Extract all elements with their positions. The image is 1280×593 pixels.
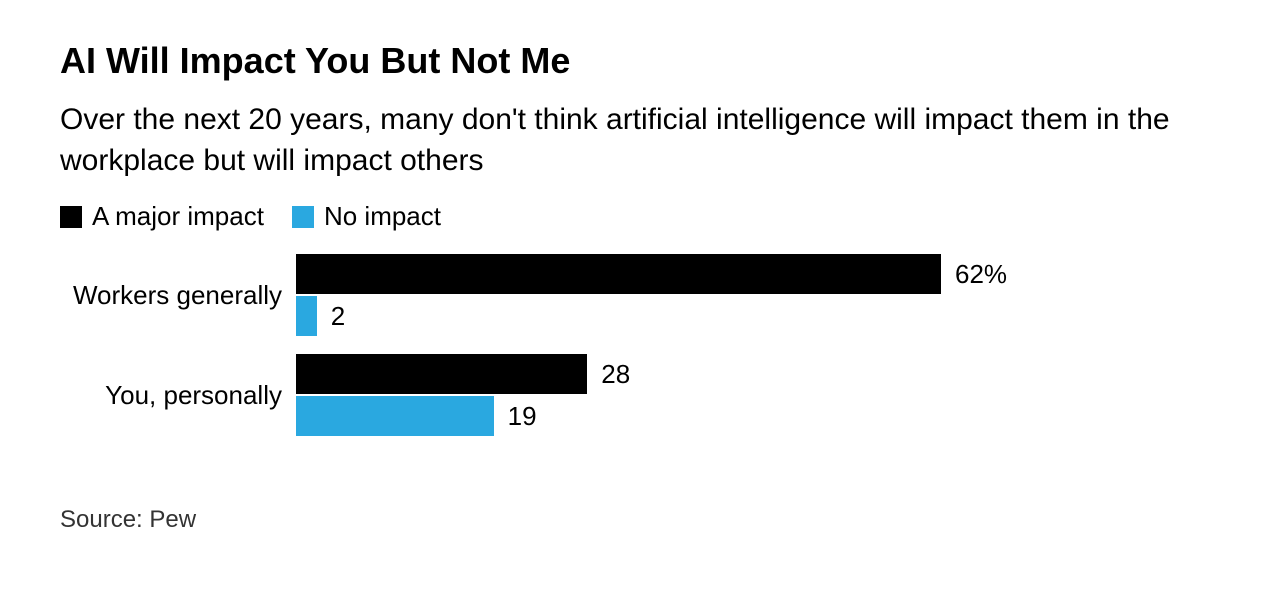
chart-title: AI Will Impact You But Not Me — [60, 40, 1220, 82]
bar-value: 2 — [331, 301, 345, 332]
legend-item-major-impact: A major impact — [60, 201, 264, 232]
bar-value: 19 — [508, 401, 537, 432]
source-text: Source: Pew — [60, 506, 1220, 534]
bar-row: 28 — [296, 354, 630, 394]
category-label: Workers generally — [60, 280, 296, 311]
bar-chart: Workers generally 62% 2 You, personally … — [60, 254, 1220, 436]
bar-major-impact — [296, 354, 587, 394]
bar-value: 28 — [601, 359, 630, 390]
bar-row: 19 — [296, 396, 630, 436]
legend: A major impact No impact — [60, 201, 1220, 232]
legend-swatch-icon — [60, 206, 82, 228]
bar-row: 62% — [296, 254, 1007, 294]
legend-item-no-impact: No impact — [292, 201, 441, 232]
legend-swatch-icon — [292, 206, 314, 228]
bar-no-impact — [296, 396, 494, 436]
legend-label: No impact — [324, 201, 441, 232]
bar-no-impact — [296, 296, 317, 336]
category-label: You, personally — [60, 380, 296, 411]
bars-wrapper: 62% 2 — [296, 254, 1007, 336]
bar-value: 62% — [955, 259, 1007, 290]
category-group: Workers generally 62% 2 — [60, 254, 1220, 336]
category-group: You, personally 28 19 — [60, 354, 1220, 436]
bars-wrapper: 28 19 — [296, 354, 630, 436]
bar-row: 2 — [296, 296, 1007, 336]
legend-label: A major impact — [92, 201, 264, 232]
bar-major-impact — [296, 254, 941, 294]
chart-subtitle: Over the next 20 years, many don't think… — [60, 100, 1220, 181]
chart-container: AI Will Impact You But Not Me Over the n… — [0, 0, 1280, 574]
